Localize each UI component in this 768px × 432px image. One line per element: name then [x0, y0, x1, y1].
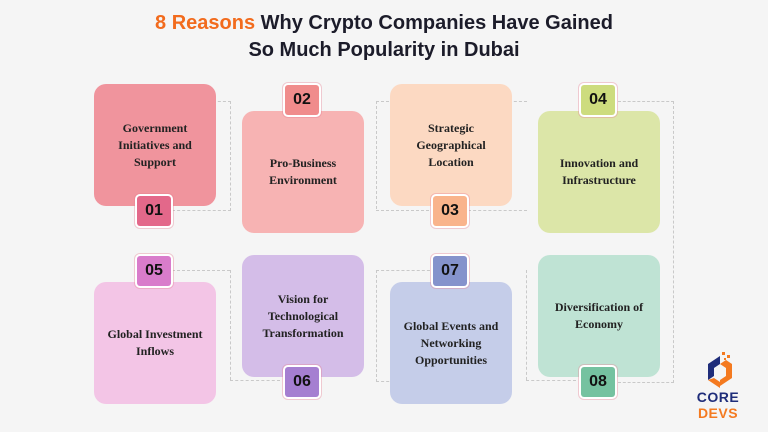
title-line2: So Much Popularity in Dubai	[248, 39, 520, 61]
logo-text: CORE DEVS	[683, 389, 753, 421]
reason-number-badge: 06	[285, 367, 319, 397]
reason-label: Vision for Technological Transformation	[262, 291, 344, 340]
reason-label: Global Events and Networking Opportuniti…	[403, 318, 499, 367]
reason-card: Strategic Geographical Location	[390, 84, 512, 206]
connector	[230, 270, 231, 380]
reason-number-badge: 01	[137, 196, 171, 226]
reason-number-badge: 08	[581, 367, 615, 397]
connector	[376, 101, 377, 209]
reason-number-badge: 03	[433, 196, 467, 226]
connector	[230, 270, 280, 381]
reason-card: Diversification of Economy	[538, 255, 660, 377]
reason-number-badge: 05	[137, 256, 171, 286]
reason-number-badge: 02	[285, 85, 319, 115]
page-title: 8 Reasons Why Crypto Companies Have Gain…	[0, 10, 768, 64]
reason-label: Government Initiatives and Support	[118, 120, 192, 169]
reason-number-badge: 04	[581, 85, 615, 115]
reason-label: Diversification of Economy	[554, 300, 644, 331]
logo-word-devs: DEVS	[697, 405, 739, 421]
core-devs-logo-icon	[708, 352, 732, 388]
title-highlight: 8 Reasons	[155, 12, 256, 34]
connector	[172, 270, 230, 271]
reason-label: Global Investment Inflows	[107, 327, 203, 358]
connector	[526, 380, 576, 381]
reason-card: Global Investment Inflows	[94, 282, 216, 404]
connector	[618, 101, 674, 383]
reason-card: Global Events and Networking Opportuniti…	[390, 282, 512, 404]
reason-label: Innovation and Infrastructure	[559, 156, 639, 187]
reason-label: Pro-Business Environment	[269, 156, 337, 187]
reason-card: Innovation and Infrastructure	[538, 111, 660, 233]
connector	[526, 270, 527, 380]
reason-card: Pro-Business Environment	[242, 111, 364, 233]
reason-number-badge: 07	[433, 256, 467, 286]
reason-card: Vision for Technological Transformation	[242, 255, 364, 377]
title-line1: Why Crypto Companies Have Gained	[255, 12, 613, 34]
logo-word-core: CORE	[696, 389, 740, 405]
reason-label: Strategic Geographical Location	[416, 120, 486, 169]
reason-card: Government Initiatives and Support	[94, 84, 216, 206]
